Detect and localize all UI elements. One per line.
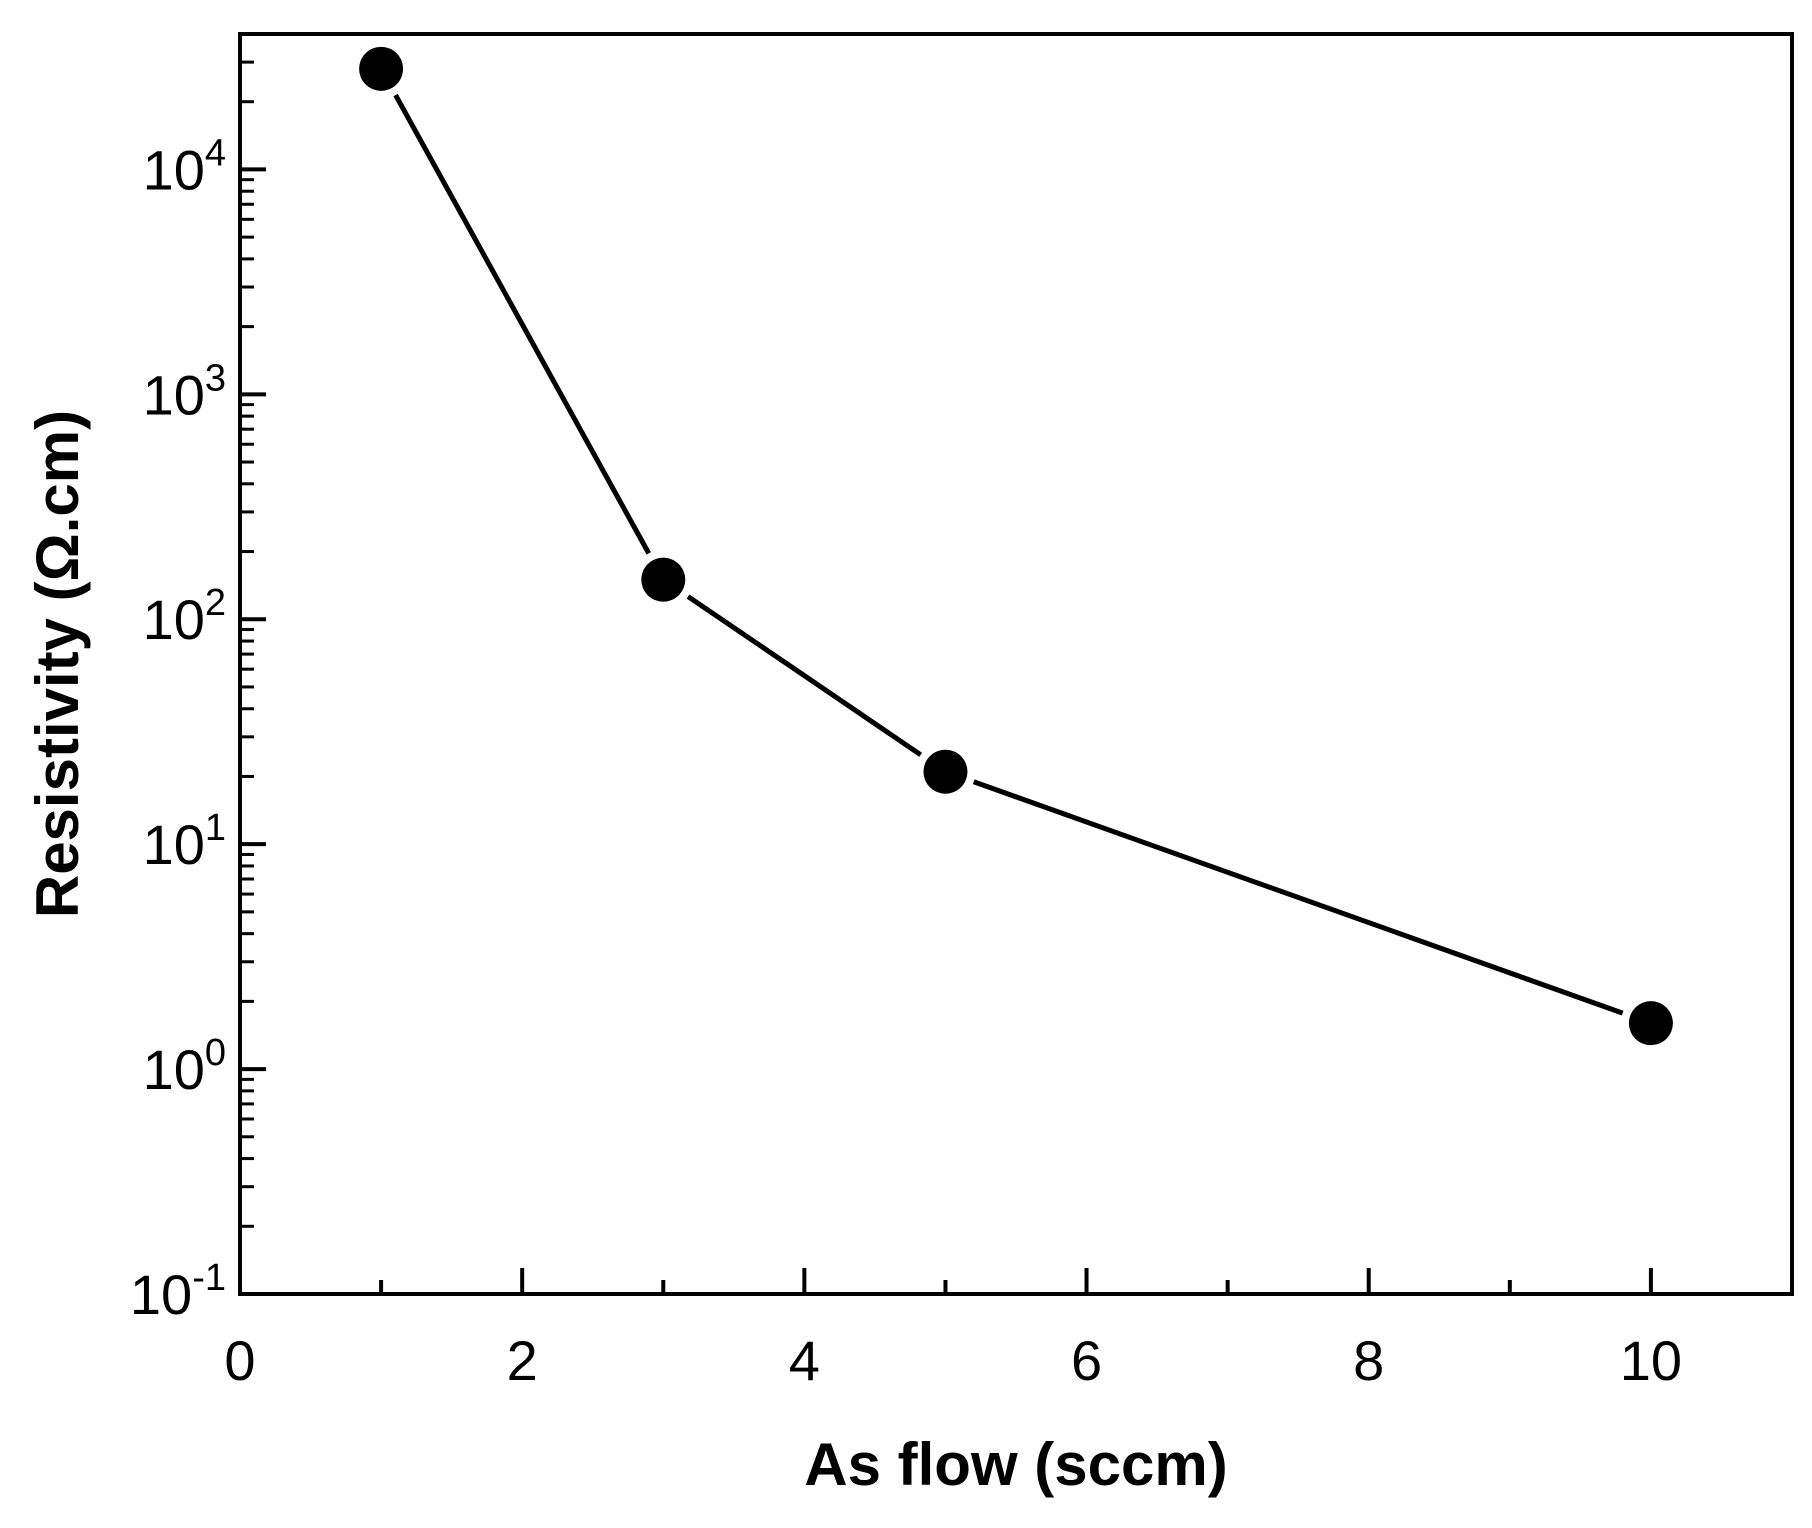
y-tick-label-exponent: 2	[205, 582, 226, 624]
series-line-segment	[393, 93, 651, 555]
y-tick-label-exponent: 1	[205, 807, 226, 849]
x-axis-title: As flow (sccm)	[804, 1431, 1227, 1498]
y-tick-label: 104	[143, 132, 226, 201]
y-tick-label-base: 10	[143, 363, 205, 426]
y-tick-label-base: 10	[130, 1263, 192, 1326]
y-tick-label-exponent: 0	[205, 1032, 226, 1074]
data-point	[923, 749, 968, 794]
data-point	[359, 46, 404, 91]
plot-frame	[238, 32, 1794, 1296]
y-tick-label-base: 10	[143, 588, 205, 651]
y-tick-label-exponent: 3	[205, 357, 226, 399]
y-tick-label-exponent: -1	[192, 1257, 226, 1299]
y-tick-label-exponent: 4	[205, 132, 226, 174]
data-point	[641, 557, 686, 602]
y-tick-label: 100	[143, 1032, 226, 1101]
y-tick-label: 101	[143, 807, 226, 876]
y-tick-label: 102	[143, 582, 226, 651]
data-point	[1628, 1001, 1673, 1046]
x-tick-label: 2	[507, 1329, 538, 1392]
x-tick-label: 10	[1620, 1329, 1682, 1392]
y-tick-label-base: 10	[143, 138, 205, 201]
y-tick-label-base: 10	[143, 813, 205, 876]
series-layer	[359, 46, 1673, 1046]
series-line-segment	[972, 779, 1624, 1016]
y-tick-label-base: 10	[143, 1038, 205, 1101]
x-tick-label: 8	[1353, 1329, 1384, 1392]
y-tick-label: 103	[143, 357, 226, 426]
y-axis-title: Resistivity (Ω.cm)	[24, 410, 91, 918]
series-line-segment	[686, 594, 923, 757]
x-tick-label: 6	[1071, 1329, 1102, 1392]
ticks-layer	[238, 32, 1794, 1296]
y-tick-label: 10-1	[130, 1257, 226, 1326]
x-tick-label: 4	[789, 1329, 820, 1392]
x-tick-label: 0	[224, 1329, 255, 1392]
